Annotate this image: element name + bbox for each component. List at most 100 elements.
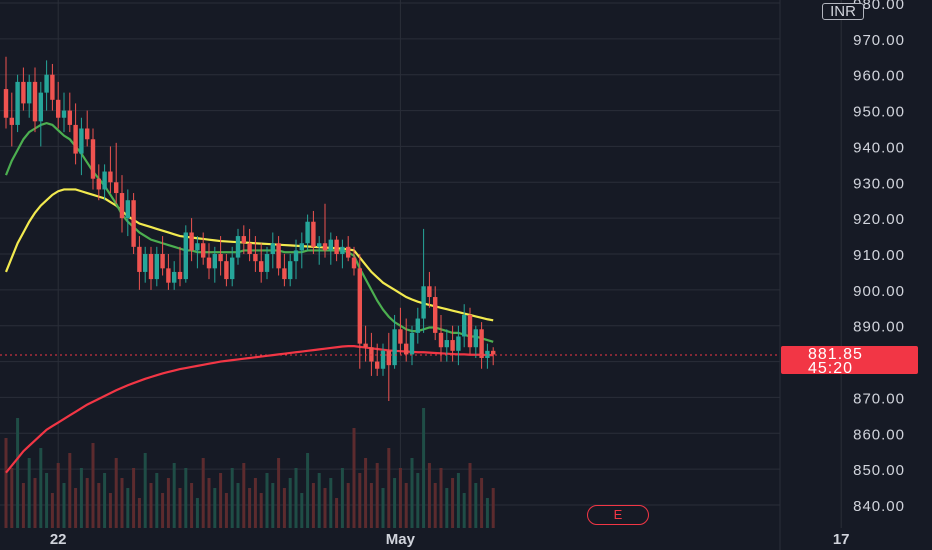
volume-bar (398, 468, 402, 528)
volume-bar (236, 483, 240, 528)
candle (282, 254, 287, 287)
candle (357, 254, 362, 369)
candle-body (114, 182, 119, 194)
volume-bar (259, 493, 263, 528)
candle-body (44, 74, 49, 93)
time-tick-label: 22 (50, 531, 67, 548)
candle-body (241, 236, 246, 244)
candle-body (467, 314, 473, 348)
volume-bar (166, 478, 170, 528)
candle-body (119, 193, 125, 219)
candle (166, 254, 171, 290)
candle (183, 225, 188, 283)
candle-body (9, 117, 14, 125)
last-price-value: 881.85 (808, 346, 863, 363)
horizontal-grid (0, 2, 780, 506)
candle-body (404, 343, 409, 355)
volume-bar (219, 473, 223, 528)
price-tick-label: 850.00 (853, 462, 905, 479)
candle (380, 343, 386, 376)
volume-bar (137, 498, 141, 528)
candle (409, 325, 415, 366)
earnings-event-marker[interactable]: E (587, 505, 649, 525)
candle-body (235, 236, 241, 258)
volume-bar (294, 468, 298, 528)
volume-bar (178, 488, 182, 528)
volume-bar (323, 488, 327, 528)
volume-bar (45, 473, 49, 528)
candle (9, 92, 14, 147)
candle (189, 218, 194, 262)
candle (160, 236, 165, 276)
volume-bar (201, 458, 205, 528)
candle-body (264, 254, 270, 272)
candle (438, 314, 444, 362)
candle-body (479, 329, 484, 358)
volume-bar (358, 473, 362, 528)
candle (96, 164, 101, 201)
candle (102, 164, 107, 201)
volume-bar (207, 478, 211, 528)
candle (369, 332, 374, 376)
candle-body (328, 239, 333, 251)
candle (467, 307, 473, 355)
volume-bar (375, 463, 379, 528)
candle (235, 228, 241, 265)
candle-body (61, 110, 67, 118)
candle-body (177, 271, 183, 280)
volume-bar (271, 483, 275, 528)
candle-body (462, 314, 467, 337)
candle (328, 232, 333, 265)
candle-body (206, 257, 212, 269)
price-axis[interactable]: 840.00850.00860.00870.00880.00890.00900.… (853, 0, 905, 515)
candle-body (15, 81, 20, 125)
candle (3, 56, 9, 129)
candle (154, 246, 159, 287)
volume-bar (329, 478, 333, 528)
candle-body (473, 329, 478, 348)
candle (334, 236, 339, 262)
candle (462, 304, 467, 348)
candles[interactable] (3, 56, 496, 402)
candle (253, 236, 258, 272)
candle (264, 246, 270, 280)
candle-body (433, 297, 438, 333)
time-axis[interactable]: 22 May 17 (50, 531, 850, 548)
volume-bar (10, 468, 14, 528)
volume-bar (369, 483, 373, 528)
candle (212, 246, 217, 283)
volume-bar (114, 458, 118, 528)
volume-bar (364, 458, 368, 528)
price-tick-label: 950.00 (853, 104, 905, 121)
price-tick-label: 920.00 (853, 211, 905, 228)
volume-bar (224, 493, 228, 528)
candle (56, 81, 61, 129)
candle-body (27, 81, 32, 104)
volume-bar (445, 488, 449, 528)
candle-body (125, 200, 130, 219)
candle (50, 63, 55, 111)
volume-bar (288, 478, 292, 528)
volume-bar (50, 493, 54, 528)
candle-body (456, 336, 461, 351)
candle-body (346, 246, 351, 258)
candle (404, 318, 409, 362)
candle (206, 243, 212, 280)
candle (148, 246, 154, 290)
candle (125, 189, 130, 237)
candle (415, 307, 420, 344)
volume-bar (108, 493, 112, 528)
candle (392, 314, 397, 369)
volume-bar (416, 473, 420, 528)
volume-bar (468, 463, 472, 528)
price-tick-label: 970.00 (853, 32, 905, 49)
candle-body (189, 232, 194, 251)
candle-body (212, 254, 217, 269)
candle-body (392, 329, 397, 366)
candle-body (270, 243, 275, 254)
volume-bar (68, 453, 72, 528)
currency-badge[interactable]: INR (822, 3, 864, 20)
candle (79, 117, 84, 176)
candle (293, 239, 299, 280)
